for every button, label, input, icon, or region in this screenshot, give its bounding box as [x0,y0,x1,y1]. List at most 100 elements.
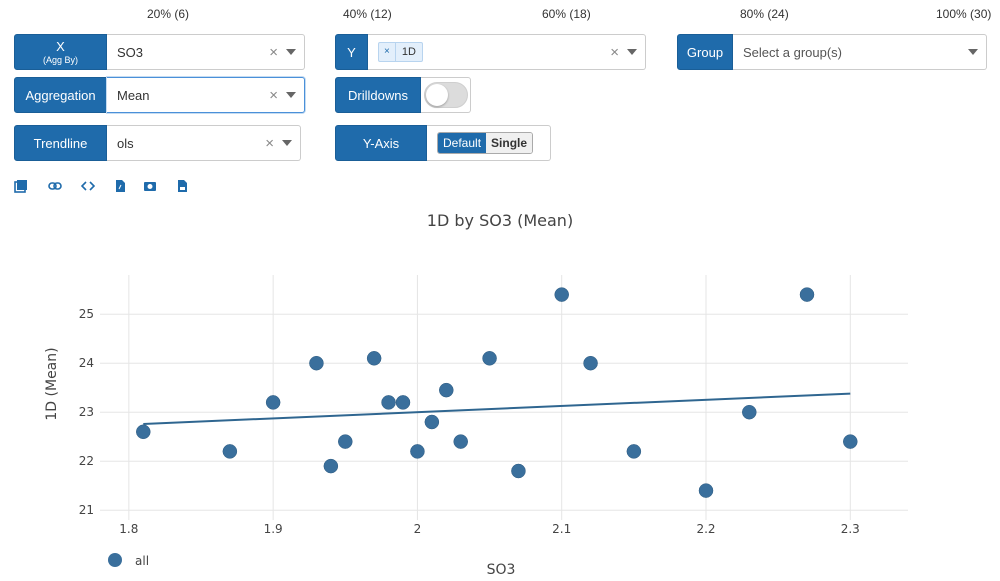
y-tick-label: 24 [79,356,94,370]
drilldowns-toggle[interactable] [423,82,468,108]
percent-tick: 20% (6) [147,7,190,21]
y-tick-label: 22 [79,454,94,468]
yaxis-default-option[interactable]: Default [438,133,487,153]
data-point[interactable] [742,404,757,420]
code-icon[interactable] [81,179,95,193]
y-label-text: Y [347,44,356,60]
drilldowns-label-text: Drilldowns [348,87,408,103]
trendline-label: Trendline [14,125,107,161]
clear-icon[interactable]: × [610,43,619,61]
group-select[interactable]: Select a group(s) [733,34,987,70]
trendline-value: ols [117,135,134,151]
data-point[interactable] [265,395,281,410]
group-selector: Group Select a group(s) [677,34,987,70]
y-tick-label: 23 [79,405,94,419]
chevron-down-icon[interactable] [286,92,296,98]
chevron-down-icon[interactable] [282,140,292,146]
clear-icon[interactable]: × [265,134,274,152]
data-point[interactable] [453,434,468,449]
camera-icon[interactable] [143,179,157,193]
clear-icon[interactable]: × [269,86,278,104]
x-tick-label: 2.2 [696,522,715,536]
y-selector: Y × 1D × [335,34,646,70]
data-point[interactable] [843,434,858,449]
axis-ticks: 1.8 1.9 2 2.1 2.2 2.3 21 22 23 24 25 [79,307,860,536]
data-point[interactable] [309,355,324,371]
y-select[interactable]: × 1D × [368,34,646,70]
chevron-down-icon[interactable] [968,49,978,55]
x-tick-label: 2.3 [841,522,860,536]
link-icon[interactable] [48,179,62,193]
trendline-label-text: Trendline [33,135,88,151]
chip-remove-icon[interactable]: × [379,43,396,61]
x-select-value: SO3 [117,44,144,60]
yaxis-seg-wrap: Default Single [427,125,551,161]
data-point[interactable] [583,355,598,371]
data-point[interactable] [511,463,526,479]
drilldowns-label: Drilldowns [335,77,421,113]
data-point[interactable] [410,444,425,459]
drilldowns-control: Drilldowns [335,77,471,113]
data-point[interactable] [439,382,454,398]
clear-icon[interactable]: × [269,43,278,61]
legend[interactable]: all [108,553,149,568]
yaxis-label: Y-Axis [335,125,427,161]
points-layer [136,287,858,498]
x-tick-label: 1.8 [119,522,138,536]
export-file-icon[interactable] [113,179,127,193]
popout-icon[interactable] [14,179,28,193]
percent-tick: 100% (30) [936,7,992,21]
aggregation-value: Mean [117,87,150,103]
data-point[interactable] [424,414,440,430]
yaxis-segmented: Default Single [437,132,534,154]
y-label: Y [335,34,368,70]
trendline [143,392,851,425]
x-tick-label: 2.1 [552,522,571,536]
data-point[interactable] [323,458,339,474]
data-point[interactable] [698,483,714,498]
aggregation-label-text: Aggregation [25,87,96,103]
data-point[interactable] [338,434,353,449]
y-chip-label: 1D [401,46,416,58]
x-axis-title: SO3 [487,562,516,578]
data-point[interactable] [482,351,497,366]
legend-marker [108,553,122,567]
chart-title: 1D by SO3 (Mean) [426,211,574,230]
yaxis-single-option[interactable]: Single [486,133,533,153]
data-point[interactable] [136,424,151,440]
aggregation-selector: Aggregation Mean × [14,77,305,113]
percent-tick: 60% (18) [542,7,591,21]
data-point[interactable] [381,395,396,410]
data-point[interactable] [799,287,815,302]
chevron-down-icon[interactable] [627,49,637,55]
y-tick-label: 25 [79,307,94,321]
trendline-selector: Trendline ols × [14,125,301,161]
x-label: X (Agg By) [14,34,107,70]
chevron-down-icon[interactable] [286,49,296,55]
drilldowns-toggle-wrap [421,77,471,113]
x-tick-label: 1.9 [264,522,283,536]
x-tick-label: 2 [414,522,422,536]
y-chip: × 1D [378,42,423,62]
percent-tick-bar: 20% (6) 40% (12) 60% (18) 80% (24) 100% … [0,7,1000,23]
image-file-icon[interactable] [175,179,189,193]
yaxis-label-text: Y-Axis [362,135,400,151]
aggregation-select[interactable]: Mean × [107,77,305,113]
y-tick-label: 21 [79,503,94,517]
group-label: Group [677,34,733,70]
trendline-layer [143,392,851,425]
x-sublabel: (Agg By) [42,55,78,65]
data-point[interactable] [222,444,238,459]
data-point[interactable] [366,351,382,366]
percent-tick: 80% (24) [740,7,789,21]
trendline-select[interactable]: ols × [107,125,301,161]
toggle-knob [425,84,448,106]
y-axis-title: 1D (Mean) [44,347,60,420]
data-point[interactable] [626,444,642,459]
legend-label: all [135,554,149,568]
data-point[interactable] [554,287,569,302]
aggregation-label: Aggregation [14,77,107,113]
x-select[interactable]: SO3 × [107,34,305,70]
data-point[interactable] [395,395,411,410]
